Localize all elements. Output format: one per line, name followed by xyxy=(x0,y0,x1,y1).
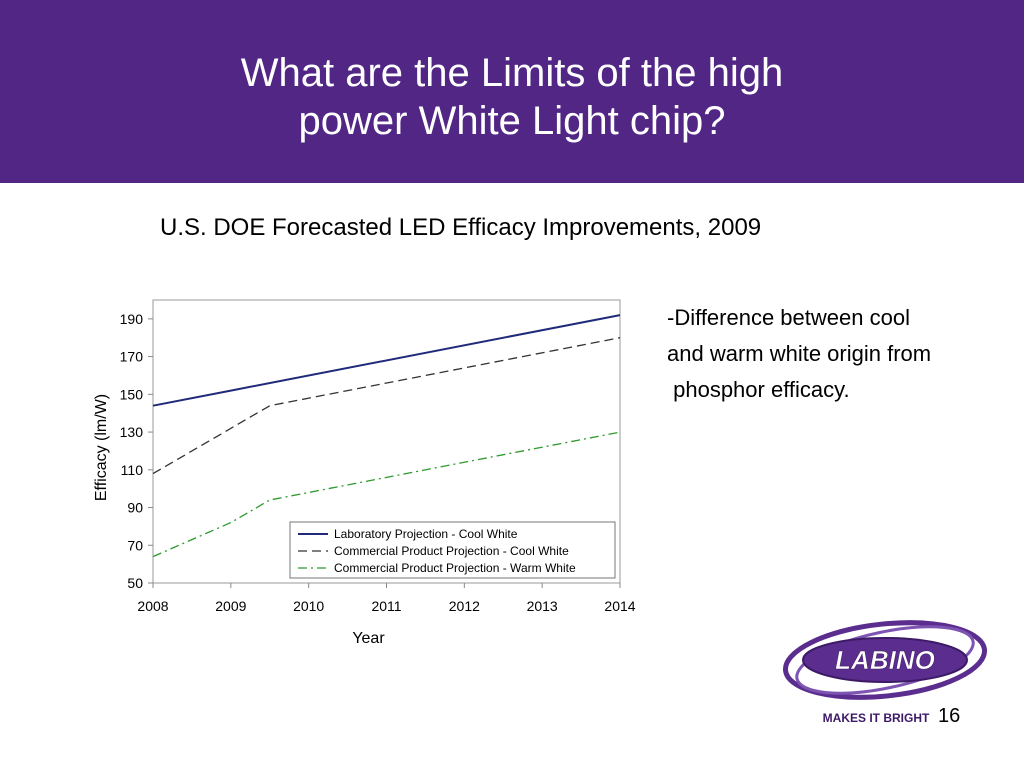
y-tick-label: 70 xyxy=(127,537,143,553)
legend-label-3: Commercial Product Projection - Warm Whi… xyxy=(334,561,576,575)
efficacy-chart-svg: 50 70 90 110 130 150 170 190 2008 2009 2010 2011 201… xyxy=(93,299,636,647)
y-tick-label: 190 xyxy=(120,311,144,327)
legend-box xyxy=(289,521,616,579)
page-number: 16 xyxy=(938,705,961,727)
y-axis-label: Efficacy (lm/W) xyxy=(93,394,110,501)
slide-title: What are the Limits of the high power Wh… xyxy=(241,49,784,145)
note-line-1: -Difference between cool xyxy=(667,305,910,330)
x-tick-label: 2009 xyxy=(215,598,246,614)
y-tick-label: 90 xyxy=(127,500,143,516)
logo-tagline: MAKES IT BRIGHT xyxy=(823,711,930,725)
y-tick-label: 110 xyxy=(121,462,144,478)
x-tick-label: 2012 xyxy=(449,598,480,614)
note-line-2: and warm white origin from xyxy=(667,341,932,366)
series-line-1 xyxy=(152,314,621,407)
series-line-2 xyxy=(152,337,621,475)
x-tick-label: 2013 xyxy=(527,598,558,614)
note-line-3: phosphor efficacy. xyxy=(667,377,850,402)
x-axis-label: Year xyxy=(352,630,385,647)
efficacy-chart: 50 70 90 110 130 150 170 190 2008 2009 2010 2011 201… xyxy=(85,285,645,655)
x-tick-label: 2010 xyxy=(293,598,324,614)
x-tick-label: 2014 xyxy=(604,598,635,614)
y-tick-label: 50 xyxy=(127,575,143,591)
title-line-2: power White Light chip? xyxy=(298,98,726,143)
legend-label-2: Commercial Product Projection - Cool Whi… xyxy=(334,544,569,558)
slide-header: What are the Limits of the high power Wh… xyxy=(0,0,1024,183)
slide-notes: -Difference between cool and warm white … xyxy=(667,300,931,408)
logo-wordmark: LABINO xyxy=(835,645,935,675)
title-line-1: What are the Limits of the high xyxy=(240,50,784,95)
x-tick-label: 2011 xyxy=(371,598,401,614)
y-tick-label: 170 xyxy=(120,349,144,365)
labino-logo: LABINO MAKES IT BRIGHT xyxy=(778,612,993,730)
y-tick-label: 150 xyxy=(120,386,144,402)
legend-label-1: Laboratory Projection - Cool White xyxy=(334,527,518,541)
x-tick-label: 2008 xyxy=(137,598,168,614)
series-line-3 xyxy=(152,431,621,558)
y-tick-label: 130 xyxy=(120,424,144,440)
chart-subtitle: U.S. DOE Forecasted LED Efficacy Improve… xyxy=(160,214,762,241)
